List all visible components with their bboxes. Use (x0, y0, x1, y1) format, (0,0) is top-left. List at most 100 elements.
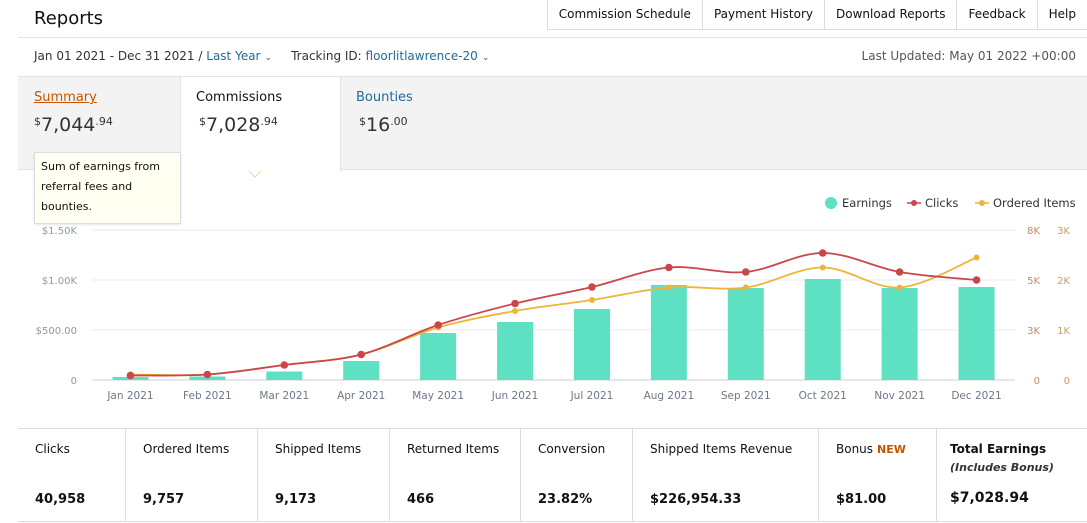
legend-label: Earnings (842, 196, 892, 210)
bar (343, 361, 380, 380)
top-navigation: Commission Schedule Payment History Down… (546, 0, 1087, 30)
y-right-tick-label: 1K (1057, 326, 1070, 337)
ordered-items-point (973, 254, 980, 261)
divider (18, 76, 1087, 77)
feedback-button[interactable]: Feedback (956, 0, 1037, 30)
y-right-tick-label: 2K (1057, 276, 1070, 287)
tab-commissions[interactable]: Commissions $7,028.94 (180, 77, 341, 172)
x-tick-label: Aug 2021 (644, 390, 695, 402)
stat-value: $226,954.33 (650, 492, 742, 507)
legend-swatch (911, 200, 917, 206)
clicks-point (588, 283, 596, 291)
clicks-point (972, 276, 981, 284)
tracking-id: floorlitlawrence-20 (365, 49, 478, 63)
summary-tooltip: Sum of earnings from referral fees and b… (34, 152, 181, 224)
stat-value: 9,173 (275, 492, 317, 507)
y-tick-label: $1.50K (42, 226, 78, 237)
legend-swatch (979, 200, 985, 206)
tab-bounties[interactable]: Bounties $16.00 (356, 77, 496, 171)
clicks-point (357, 350, 366, 359)
clicks-point (895, 268, 904, 276)
stat-returned-items: Returned Items 466 (389, 429, 528, 521)
stats-bar: Clicks 40,958 Ordered Items 9,757 Shippe… (18, 428, 1087, 522)
y-tick-label: 0 (71, 376, 77, 387)
stat-label: Returned Items (407, 442, 500, 456)
ordered-items-point (512, 308, 519, 314)
download-reports-button[interactable]: Download Reports (823, 0, 957, 30)
tracking-id-dropdown[interactable]: floorlitlawrence-20 ⌄ (366, 49, 490, 63)
bar (958, 287, 995, 380)
stat-clicks: Clicks 40,958 (18, 429, 125, 521)
payment-history-button[interactable]: Payment History (701, 0, 824, 30)
stat-label: Shipped Items (275, 442, 362, 456)
stat-total-earnings: Total Earnings (Includes Bonus) $7,028.9… (936, 429, 1087, 521)
ordered-items-point (665, 284, 672, 291)
x-tick-label: Oct 2021 (799, 390, 847, 402)
y-right-tick-label: 5K (1027, 276, 1040, 287)
x-tick-label: Jul 2021 (570, 390, 614, 402)
period-dropdown[interactable]: Last Year ⌄ (206, 49, 272, 63)
bounties-amount: $16.00 (359, 114, 408, 136)
x-tick-label: Dec 2021 (951, 390, 1001, 402)
y-tick-label: $500.00 (36, 326, 77, 337)
x-tick-label: Apr 2021 (337, 390, 385, 402)
stat-ordered-items: Ordered Items 9,757 (125, 429, 258, 521)
clicks-point (126, 371, 135, 380)
help-button[interactable]: Help (1036, 0, 1087, 30)
x-tick-label: Jun 2021 (491, 390, 538, 402)
tab-bounties-label[interactable]: Bounties (356, 90, 413, 105)
clicks-point (665, 263, 673, 272)
stat-conversion: Conversion 23.82% (520, 429, 633, 521)
stat-value: 40,958 (35, 492, 86, 507)
ordered-items-point (896, 284, 903, 291)
clicks-point (434, 321, 442, 329)
date-separator: / (198, 49, 203, 63)
tab-commissions-label[interactable]: Commissions (196, 90, 283, 105)
commissions-amount: $7,028.94 (199, 114, 278, 136)
stat-value: $81.00 (836, 492, 887, 507)
clicks-point (280, 361, 289, 369)
clicks-point (511, 299, 519, 308)
stat-label: Clicks (35, 442, 70, 456)
chevron-down-icon: ⌄ (264, 53, 273, 63)
clicks-line (130, 252, 977, 377)
stat-value: 9,757 (143, 492, 185, 507)
stat-label: Ordered Items (143, 442, 230, 456)
last-updated: Last Updated: May 01 2022 +00:00 (861, 49, 1076, 63)
y-right-tick-label: 3K (1057, 226, 1070, 237)
divider (18, 37, 1087, 38)
period-label: Last Year (206, 49, 261, 63)
chevron-down-icon: ⌄ (481, 53, 490, 63)
bar (266, 371, 303, 380)
stat-value: 466 (407, 492, 435, 507)
tab-summary-label[interactable]: Summary (34, 90, 97, 105)
bar (573, 309, 610, 380)
stat-label: Total Earnings (950, 442, 1047, 456)
y-tick-label: $1.00K (42, 276, 78, 287)
ordered-items-line (130, 256, 977, 377)
clicks-point (203, 370, 212, 379)
y-right-tick-label: 8K (1027, 226, 1040, 237)
x-tick-label: Feb 2021 (183, 390, 232, 402)
tracking-label: Tracking ID: (291, 49, 362, 63)
stat-sublabel: (Includes Bonus) (950, 461, 1054, 474)
date-range: Jan 01 2021 - Dec 31 2021 (34, 49, 195, 63)
page-title: Reports (34, 8, 104, 29)
y-right-tick-label: 3K (1027, 326, 1040, 337)
x-tick-label: Jan 2021 (106, 390, 153, 402)
tab-summary[interactable]: Summary $7,044.94 (34, 77, 174, 171)
y-right-tick-label: 0 (1034, 376, 1040, 387)
ordered-items-point (742, 284, 749, 291)
tab-pointer-icon (248, 170, 262, 178)
bar (804, 279, 841, 380)
x-tick-label: May 2021 (412, 390, 464, 402)
stat-label: Conversion (538, 442, 606, 456)
stat-shipped-revenue: Shipped Items Revenue $226,954.33 (632, 429, 818, 521)
bar (727, 288, 764, 380)
legend-label: Ordered Items (993, 196, 1076, 210)
clicks-point (741, 268, 750, 276)
stat-label: Bonus NEW (836, 442, 906, 456)
legend-swatch (825, 197, 837, 209)
commission-schedule-button[interactable]: Commission Schedule (546, 0, 702, 30)
bar (881, 288, 918, 380)
